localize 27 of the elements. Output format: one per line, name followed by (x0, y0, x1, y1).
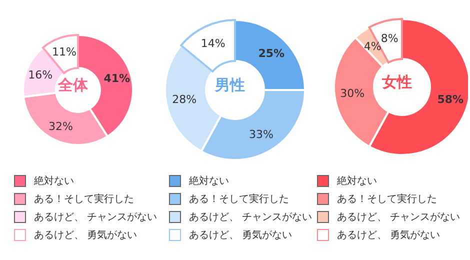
data-label: 33% (248, 128, 274, 141)
data-label: 41% (104, 72, 130, 86)
legend-label: あるけど、 勇気がない (34, 229, 138, 242)
data-label: 58% (437, 92, 464, 106)
legend-label: あるけど、 チャンスがない (189, 211, 312, 224)
data-label: 30% (340, 86, 365, 100)
data-label: 14% (200, 36, 226, 50)
text: 女性 (381, 73, 412, 91)
data-label: 16% (28, 68, 53, 82)
data-label: 11% (52, 45, 77, 58)
text: 全体 (57, 76, 89, 94)
data-label: 25% (258, 47, 285, 60)
data-label: 8% (380, 32, 398, 46)
legend-label: あるけど、 チャンスがない (34, 211, 158, 224)
legend-label: 絶対ない (337, 174, 377, 188)
legend-label: 絶対ない (189, 174, 229, 188)
legend-label: ある！そして実行した (337, 192, 437, 206)
data-label: 32% (48, 120, 73, 134)
text: 男性 (214, 76, 245, 94)
legend-label: ある！そして実行した (34, 192, 134, 206)
legend-label: 絶対ない (34, 174, 74, 188)
legend-label: ある！そして実行した (189, 192, 289, 206)
legend-label: あるけど、 勇気がない (189, 229, 292, 242)
data-label: 28% (172, 93, 197, 106)
legend-label: あるけど、 勇気がない (337, 229, 440, 242)
legend-label: あるけど、 チャンスがない (337, 211, 460, 224)
data-label: 4% (364, 40, 382, 54)
